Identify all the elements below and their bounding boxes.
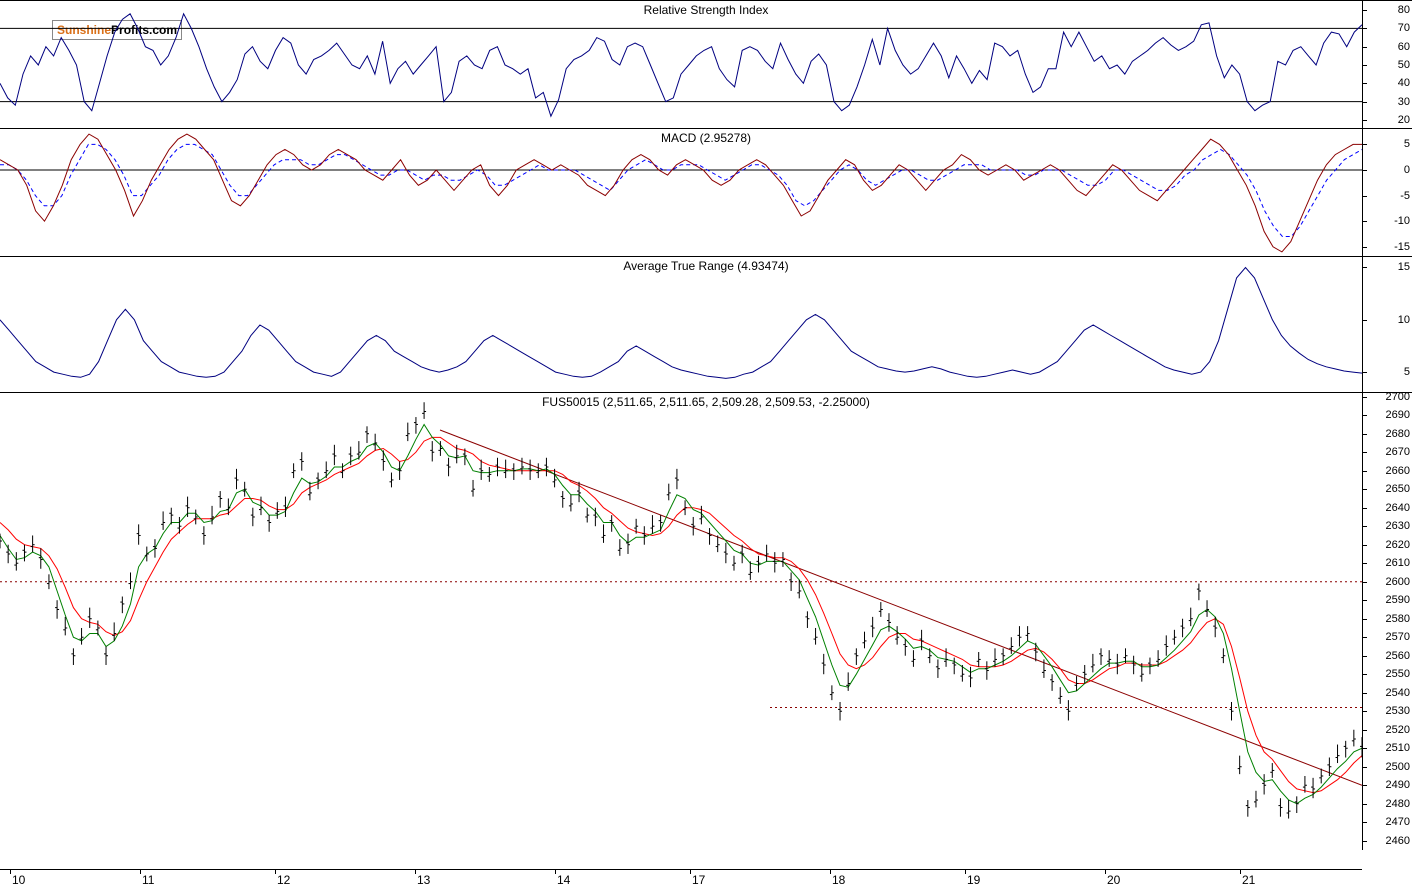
y-tick-label: 2510 [1386, 742, 1410, 754]
x-tick-label: 14 [557, 873, 570, 887]
atr-svg [0, 257, 1362, 393]
y-tick-label: 60 [1398, 41, 1410, 53]
y-tick-label: 70 [1398, 22, 1410, 34]
x-tick-label: 20 [1107, 873, 1120, 887]
y-tick-label: -10 [1394, 215, 1410, 227]
y-tick-label: 2680 [1386, 428, 1410, 440]
macd-panel: MACD (2.95278) -15-10-505 [0, 128, 1412, 256]
x-tick-label: 10 [12, 873, 25, 887]
y-tick-label: 2630 [1386, 520, 1410, 532]
y-tick-label: 2640 [1386, 502, 1410, 514]
rsi-svg [0, 1, 1362, 129]
y-tick-label: 2570 [1386, 631, 1410, 643]
atr-panel: Average True Range (4.93474) 51015 [0, 256, 1412, 392]
y-tick-label: 30 [1398, 96, 1410, 108]
chart-container: SunshineProfits.com Relative Strength In… [0, 0, 1412, 889]
price-svg [0, 393, 1362, 850]
y-tick-label: 2540 [1386, 687, 1410, 699]
y-tick-label: 2610 [1386, 557, 1410, 569]
y-tick-label: 2670 [1386, 446, 1410, 458]
y-tick-label: 2490 [1386, 779, 1410, 791]
y-tick-label: 2660 [1386, 465, 1410, 477]
y-tick-label: 5 [1404, 366, 1410, 378]
x-tick-label: 12 [277, 873, 290, 887]
price-panel: FUS50015 (2,511.65, 2,511.65, 2,509.28, … [0, 392, 1412, 869]
y-tick-label: 15 [1398, 261, 1410, 273]
x-tick-label: 18 [832, 873, 845, 887]
x-tick-label: 17 [692, 873, 705, 887]
y-tick-label: 2690 [1386, 409, 1410, 421]
y-tick-label: 2560 [1386, 650, 1410, 662]
y-tick-label: -15 [1394, 241, 1410, 253]
rsi-panel: Relative Strength Index 20304050607080 [0, 0, 1412, 128]
y-tick-label: 5 [1404, 138, 1410, 150]
y-tick-label: 2700 [1386, 391, 1410, 403]
y-tick-label: 2580 [1386, 613, 1410, 625]
x-tick-label: 21 [1242, 873, 1255, 887]
x-tick-label: 11 [142, 873, 154, 887]
y-tick-label: 50 [1398, 59, 1410, 71]
y-tick-label: 2500 [1386, 761, 1410, 773]
y-tick-label: 40 [1398, 77, 1410, 89]
y-tick-label: 2520 [1386, 724, 1410, 736]
y-tick-label: 2600 [1386, 576, 1410, 588]
y-tick-label: 2470 [1386, 816, 1410, 828]
y-tick-label: 2590 [1386, 594, 1410, 606]
macd-svg [0, 129, 1362, 257]
y-tick-label: 2650 [1386, 483, 1410, 495]
x-tick-label: 19 [967, 873, 980, 887]
y-tick-label: 2620 [1386, 539, 1410, 551]
rsi-y-axis: 20 30 40 50 60 70 80 [1362, 1, 1412, 128]
y-tick-label: 0 [1404, 164, 1410, 176]
y-tick-label: 80 [1398, 4, 1410, 16]
x-tick-label: 13 [417, 873, 430, 887]
y-tick-label: 20 [1398, 114, 1410, 126]
y-tick-label: 2550 [1386, 668, 1410, 680]
y-tick-label: 2460 [1386, 835, 1410, 847]
y-tick-label: 10 [1398, 314, 1410, 326]
y-tick-label: -5 [1400, 190, 1410, 202]
y-tick-label: 2530 [1386, 705, 1410, 717]
macd-y-axis: -15 -10 -5 0 5 [1362, 129, 1412, 256]
atr-y-axis: 5 10 15 [1362, 257, 1412, 392]
y-tick-label: 2480 [1386, 798, 1410, 810]
x-axis: 10 11 12 13 14 17 18 19 20 21 [0, 869, 1362, 889]
price-y-axis: 2460 2470 2480 2490 2500 2510 2520 2530 2540 2550… [1362, 393, 1412, 850]
